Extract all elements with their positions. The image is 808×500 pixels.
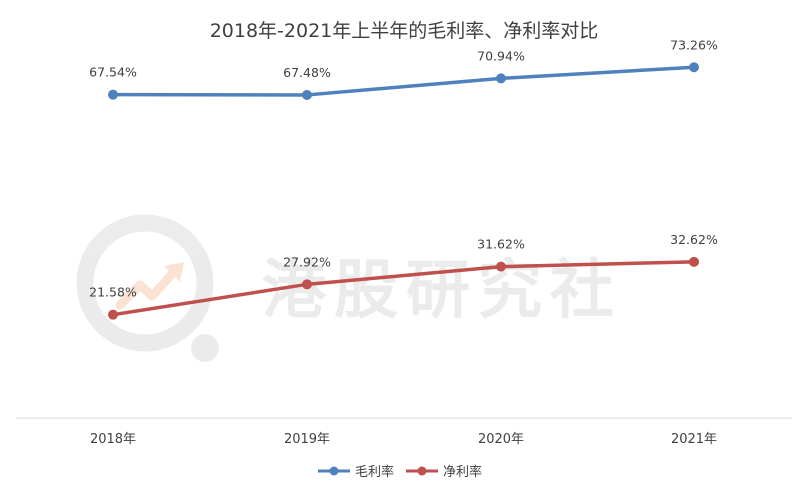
data-point[interactable] (302, 89, 312, 100)
data-point[interactable] (689, 62, 699, 73)
watermark-arrowhead-icon (164, 262, 184, 282)
legend-label: 净利率 (443, 464, 482, 480)
data-point[interactable] (496, 261, 506, 272)
data-point[interactable] (108, 309, 118, 320)
data-point[interactable] (496, 73, 506, 84)
watermark-logo: 港股研究社 (76, 214, 614, 362)
legend-item-net-margin[interactable]: 净利率 (406, 464, 482, 480)
data-label: 27.92% (283, 254, 331, 269)
legend-swatch-marker (417, 466, 427, 476)
chart-title: 2018年-2021年上半年的毛利率、净利率对比 (210, 20, 599, 42)
data-label: 67.48% (283, 65, 331, 80)
x-axis-ticks: 2018年 2019年 2020年 2021年 (90, 432, 717, 447)
x-tick-label: 2018年 (90, 432, 136, 447)
data-point[interactable] (108, 89, 118, 100)
series-0: 67.54% 67.48% 70.94% 73.26% (89, 37, 718, 100)
data-label: 32.62% (670, 232, 718, 247)
data-label: 73.26% (670, 37, 718, 52)
data-point[interactable] (689, 256, 699, 267)
series-line (111, 260, 696, 317)
legend-label: 毛利率 (355, 464, 394, 480)
data-label: 31.62% (477, 237, 525, 252)
legend-item-gross-margin[interactable]: 毛利率 (318, 464, 394, 480)
data-label: 21.58% (89, 285, 137, 300)
data-label: 67.54% (89, 65, 137, 80)
watermark-ring-icon (76, 214, 214, 352)
x-tick-label: 2021年 (671, 432, 717, 447)
x-tick-label: 2020年 (478, 432, 524, 447)
legend-swatch-marker (329, 466, 339, 476)
chart-legend: 毛利率 净利率 (318, 464, 482, 480)
watermark-arrow-icon (115, 267, 179, 310)
x-tick-label: 2019年 (284, 432, 330, 447)
series-1: 21.58% 27.92% 31.62% 32.62% (89, 232, 718, 320)
series-line (111, 65, 696, 97)
watermark-dot-icon (191, 334, 219, 362)
data-point[interactable] (302, 279, 312, 290)
series-layer: 67.54% 67.48% 70.94% 73.26% 21.58% 27.92% 31.6… (89, 37, 718, 320)
data-label: 70.94% (477, 48, 525, 63)
